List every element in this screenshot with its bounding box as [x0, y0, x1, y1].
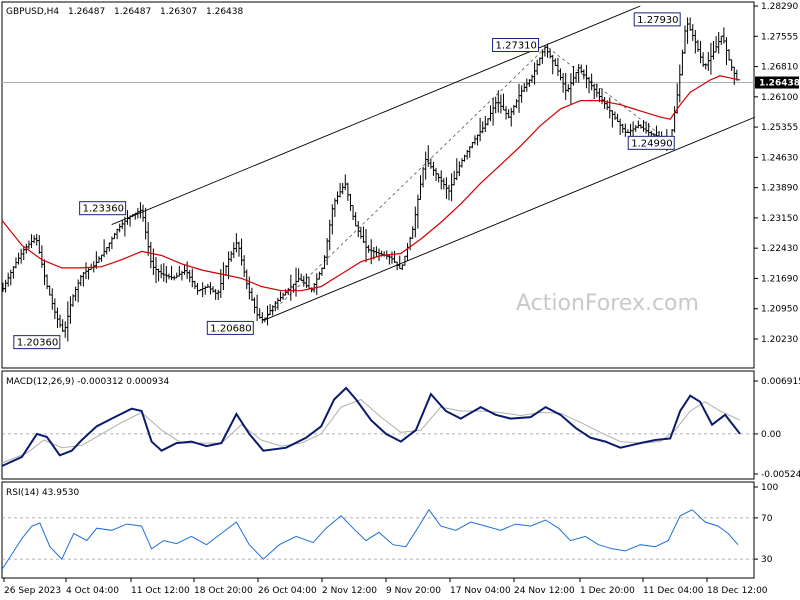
x-tick-label: 2 Nov 12:00 [322, 586, 377, 596]
last-price-value: 1.26438 [759, 79, 800, 89]
price-tick-label: 1.23150 [761, 214, 798, 224]
x-tick-label: 11 Oct 12:00 [131, 586, 190, 596]
channel-lower-line [263, 116, 756, 321]
channel-upper-line [111, 5, 641, 225]
x-tick-label: 9 Nov 20:00 [386, 586, 441, 596]
macd-tick-label: 0.00 [761, 430, 781, 440]
price-tick-label: 1.27555 [761, 32, 798, 42]
price-tick-label: 1.21690 [761, 274, 798, 284]
callout-label: 1.20360 [17, 338, 58, 349]
price-tick-label: 1.26100 [761, 93, 798, 103]
ohlc-high: 1.26487 [114, 7, 151, 17]
macd-title: MACD(12,26,9) -0.000312 0.000934 [6, 377, 169, 387]
price-callout: 1.27310 [492, 37, 540, 52]
x-tick-label: 1 Dec 20:00 [580, 586, 635, 596]
x-tick-label: 11 Dec 04:00 [643, 586, 704, 596]
x-tick-label: 18 Dec 12:00 [707, 586, 768, 596]
rsi-tick-label: 70 [761, 514, 773, 524]
macd-tick-label: -0.005241 [761, 470, 800, 480]
price-tick-label: 1.25355 [761, 123, 798, 133]
macd-signal-line [1, 398, 741, 464]
price-panel: GBPUSD,H4 1.26487 1.26487 1.26307 1.2643… [1, 1, 800, 369]
moving-average-line [1, 75, 741, 292]
dashed-trend-line [263, 45, 671, 321]
price-tick-label: 1.28290 [761, 2, 798, 12]
symbol-label: GBPUSD,H4 [6, 7, 59, 17]
rsi-tick-label: 100 [761, 483, 778, 493]
callout-label: 1.20680 [210, 323, 251, 334]
rsi-panel-border [1, 481, 755, 579]
price-panel-border [1, 1, 755, 369]
ohlc-open: 1.26487 [68, 7, 105, 17]
x-tick-label: 26 Sep 2023 [4, 586, 61, 596]
x-tick-label: 26 Oct 04:00 [258, 586, 317, 596]
x-tick-label: 17 Nov 04:00 [450, 586, 511, 596]
watermark: ActionForex.com [516, 291, 699, 316]
x-tick-label: 4 Oct 04:00 [66, 586, 119, 596]
rsi-line [1, 508, 739, 570]
price-y-ticks: 1.28290 1.27555 1.26810 1.26100 1.25355 1.246… [754, 2, 798, 345]
rsi-panel: RSI(14) 43.9530 100 70 30 [1, 481, 778, 579]
rsi-y-ticks: 100 70 30 [754, 483, 778, 565]
price-callout: 1.27930 [633, 12, 681, 27]
callout-label: 1.24990 [631, 138, 672, 149]
price-tick-label: 1.23890 [761, 184, 798, 194]
price-callout: 1.20680 [206, 320, 254, 335]
trend-channel [111, 5, 756, 321]
rsi-tick-label: 30 [761, 555, 773, 565]
macd-panel-border [1, 370, 755, 480]
price-tick-label: 1.26810 [761, 63, 798, 73]
macd-line [1, 386, 741, 467]
rsi-title: RSI(14) 43.9530 [6, 488, 79, 498]
macd-y-ticks: 0.006915 0.00 -0.005241 [754, 377, 800, 480]
x-tick-label: 18 Oct 20:00 [194, 586, 253, 596]
price-tick-label: 1.24630 [761, 153, 798, 163]
price-callout: 1.24990 [627, 135, 675, 150]
x-tick-label: 24 Nov 12:00 [514, 586, 575, 596]
price-tick-label: 1.20230 [761, 335, 798, 345]
macd-tick-label: 0.006915 [761, 377, 800, 387]
callout-label: 1.27310 [496, 40, 537, 51]
callout-label: 1.23360 [83, 204, 124, 215]
price-tick-label: 1.22430 [761, 244, 798, 254]
price-tick-label: 1.20950 [761, 305, 798, 315]
callout-label: 1.27930 [637, 15, 678, 26]
last-price-marker: 1.26438 [755, 76, 800, 89]
price-callout: 1.23360 [79, 201, 127, 216]
rsi-level-lines [2, 517, 754, 560]
x-axis-ticks: 26 Sep 2023 4 Oct 04:00 11 Oct 12:00 18 Oct… [3, 578, 768, 596]
macd-panel: MACD(12,26,9) -0.000312 0.000934 0.00691… [1, 370, 800, 480]
price-callout: 1.20360 [13, 335, 61, 350]
price-bars [1, 17, 739, 342]
ohlc-low: 1.26307 [160, 7, 197, 17]
ohlc-close: 1.26438 [206, 7, 243, 17]
price-callouts: 1.27930 1.27310 1.24990 1.23360 1.20680 1.203… [13, 12, 681, 350]
